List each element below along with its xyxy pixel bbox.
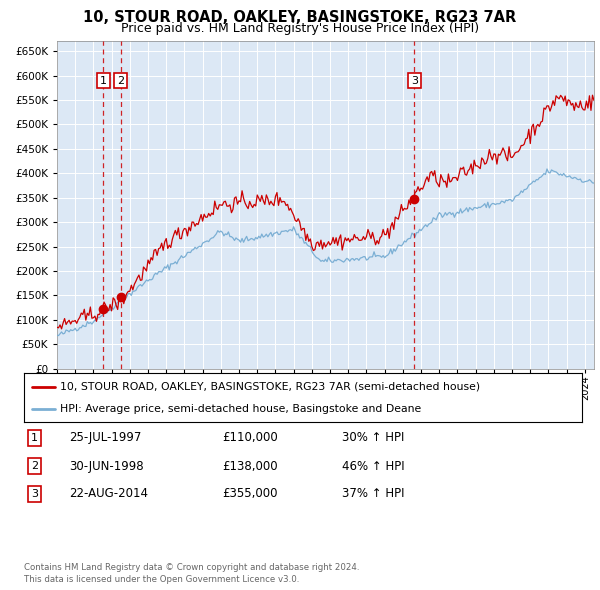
Text: 10, STOUR ROAD, OAKLEY, BASINGSTOKE, RG23 7AR (semi-detached house): 10, STOUR ROAD, OAKLEY, BASINGSTOKE, RG2… [60, 382, 481, 392]
Text: 37% ↑ HPI: 37% ↑ HPI [342, 487, 404, 500]
Text: £110,000: £110,000 [222, 431, 278, 444]
Text: Price paid vs. HM Land Registry's House Price Index (HPI): Price paid vs. HM Land Registry's House … [121, 22, 479, 35]
Text: £355,000: £355,000 [222, 487, 277, 500]
Text: 1: 1 [100, 76, 107, 86]
Text: 3: 3 [411, 76, 418, 86]
Text: £138,000: £138,000 [222, 460, 278, 473]
Text: This data is licensed under the Open Government Licence v3.0.: This data is licensed under the Open Gov… [24, 575, 299, 584]
Text: 25-JUL-1997: 25-JUL-1997 [69, 431, 142, 444]
Text: 30-JUN-1998: 30-JUN-1998 [69, 460, 143, 473]
Text: 3: 3 [31, 489, 38, 499]
Text: 46% ↑ HPI: 46% ↑ HPI [342, 460, 404, 473]
Text: 1: 1 [31, 433, 38, 442]
Text: 22-AUG-2014: 22-AUG-2014 [69, 487, 148, 500]
Text: 30% ↑ HPI: 30% ↑ HPI [342, 431, 404, 444]
Text: HPI: Average price, semi-detached house, Basingstoke and Deane: HPI: Average price, semi-detached house,… [60, 404, 422, 414]
Text: 2: 2 [31, 461, 38, 471]
Text: Contains HM Land Registry data © Crown copyright and database right 2024.: Contains HM Land Registry data © Crown c… [24, 563, 359, 572]
Text: 10, STOUR ROAD, OAKLEY, BASINGSTOKE, RG23 7AR: 10, STOUR ROAD, OAKLEY, BASINGSTOKE, RG2… [83, 10, 517, 25]
Text: 2: 2 [117, 76, 124, 86]
